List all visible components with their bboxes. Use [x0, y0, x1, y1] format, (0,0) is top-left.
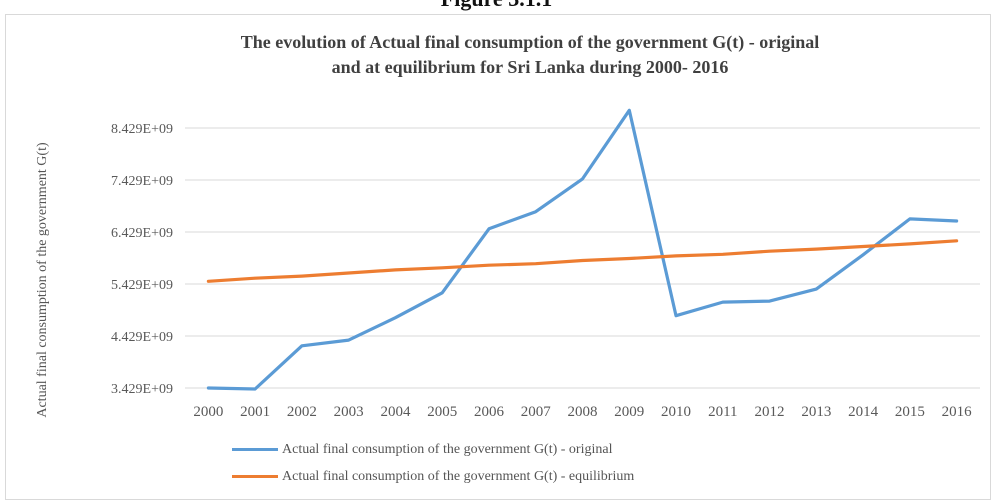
legend-label-original: Actual final consumption of the governme…	[282, 441, 613, 457]
x-tick-label: 2004	[380, 404, 411, 420]
x-tick-label: 2014	[848, 404, 879, 420]
x-tick-label: 2013	[801, 404, 831, 420]
legend: Actual final consumption of the governme…	[232, 436, 634, 490]
y-tick-label: 8.429E+09	[111, 122, 173, 137]
series-line-equilibrium	[206, 239, 959, 283]
series-line-original	[206, 108, 959, 391]
x-tick-label: 2002	[287, 404, 317, 420]
y-tick-label: 5.429E+09	[111, 278, 173, 293]
y-tick-label: 4.429E+09	[111, 330, 173, 345]
legend-item-equilibrium: Actual final consumption of the governme…	[232, 463, 634, 490]
x-tick-label: 2010	[661, 404, 691, 420]
x-tick-label: 2016	[942, 404, 973, 420]
x-tick-label: 2011	[708, 404, 737, 420]
legend-item-original: Actual final consumption of the governme…	[232, 436, 634, 463]
legend-label-equilibrium: Actual final consumption of the governme…	[282, 468, 635, 484]
x-tick-label: 2007	[521, 404, 552, 420]
y-tick-label: 3.429E+09	[111, 382, 173, 397]
x-tick-label: 2015	[895, 404, 925, 420]
chart-frame	[5, 14, 991, 500]
x-tick-label: 2006	[474, 404, 505, 420]
chart-title-line-2: and at equilibrium for Sri Lanka during …	[331, 57, 729, 77]
chart-title-line-1: The evolution of Actual final consumptio…	[240, 32, 820, 52]
legend-swatch-original	[232, 448, 278, 451]
legend-swatch-equilibrium	[232, 475, 278, 478]
x-tick-label: 2012	[755, 404, 785, 420]
x-tick-label: 2008	[568, 404, 598, 420]
y-tick-label: 6.429E+09	[111, 226, 173, 241]
x-tick-label: 2009	[614, 404, 644, 420]
chart-title: The evolution of Actual final consumptio…	[100, 30, 960, 80]
figure-caption: Figure 3.1.1	[0, 0, 993, 12]
y-tick-labels: 3.429E+09 4.429E+09 5.429E+09 6.429E+09 7.42…	[111, 122, 173, 397]
y-tick-label: 7.429E+09	[111, 174, 173, 189]
x-tick-label: 2003	[334, 404, 364, 420]
x-tick-labels: 2000 2001 2002 2003 2004 2005 2006 2007 2008 2009…	[193, 404, 972, 420]
series-lines	[206, 108, 959, 391]
x-tick-label: 2001	[240, 404, 270, 420]
x-tick-label: 2005	[427, 404, 457, 420]
x-tick-label: 2000	[193, 404, 223, 420]
